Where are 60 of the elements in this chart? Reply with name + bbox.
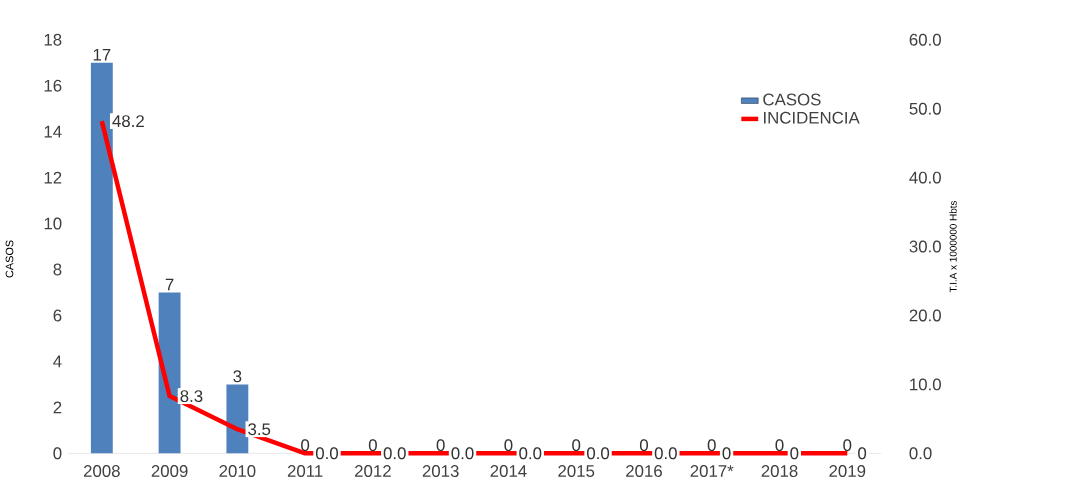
y-tick-label: 2 <box>53 401 62 414</box>
bar <box>90 62 113 454</box>
x-tick-label: 2010 <box>219 465 256 477</box>
y-tick-label: 4 <box>53 355 62 368</box>
data-label: 0.0 <box>654 447 677 460</box>
data-label: 0 <box>639 439 648 452</box>
y2-tick-label: 40.0 <box>909 171 941 184</box>
data-label: 0 <box>775 439 784 452</box>
data-label: 48.2 <box>112 115 144 128</box>
data-label: 0.0 <box>519 447 542 460</box>
data-label: 0.0 <box>451 447 474 460</box>
y2-tick-label: 60.0 <box>909 33 941 46</box>
data-label: 0 <box>572 439 581 452</box>
data-label: 0 <box>301 439 310 452</box>
data-label: 0 <box>858 447 867 460</box>
y-tick-label: 18 <box>44 33 62 46</box>
data-label: 0.0 <box>315 447 339 460</box>
y-tick-label: 14 <box>44 125 62 138</box>
bar <box>158 292 181 454</box>
x-tick-label: 2019 <box>829 465 866 477</box>
y-tick-label: 12 <box>44 171 62 184</box>
y2-axis-title: T.I.A x 1000000 Hbts <box>949 200 957 293</box>
x-tick-label: 2014 <box>490 465 527 477</box>
data-label: 7 <box>165 278 174 291</box>
data-label: 0 <box>843 439 852 452</box>
data-label: 0.0 <box>587 447 610 460</box>
y-tick-label: 6 <box>53 309 62 322</box>
y-tick-label: 10 <box>44 217 62 230</box>
data-label: 0.0 <box>383 447 406 460</box>
data-label: 0 <box>504 439 513 452</box>
x-tick-label: 2013 <box>422 465 459 477</box>
data-label: 0 <box>436 439 445 452</box>
y2-tick-label: 10.0 <box>910 378 941 391</box>
x-tick-label: 2012 <box>355 465 391 477</box>
y2-tick-label: 50.0 <box>909 102 941 115</box>
y2-tick-label: 20.0 <box>909 309 941 322</box>
y2-tick-label: 30.0 <box>909 240 941 253</box>
x-tick-label: 2018 <box>761 465 798 477</box>
data-label: 0 <box>722 447 731 460</box>
data-label: 17 <box>93 48 111 61</box>
y-tick-label: 8 <box>53 263 62 276</box>
y-tick-label: 16 <box>44 79 62 92</box>
data-label: 3 <box>233 370 242 383</box>
data-label: 0 <box>368 439 377 452</box>
bar <box>226 384 249 454</box>
legend-label: CASOS <box>763 93 821 106</box>
data-label: 8.3 <box>180 390 203 403</box>
data-label: 0 <box>790 447 799 460</box>
legend-label: INCIDENCIA <box>764 111 860 124</box>
data-label: 3.5 <box>248 423 271 436</box>
y-tick-label: 0 <box>53 447 62 460</box>
x-tick-label: 2008 <box>83 465 120 477</box>
x-tick-label: 2017* <box>690 465 734 477</box>
x-tick-label: 2015 <box>558 465 595 477</box>
x-tick-label: 2011 <box>287 465 323 477</box>
x-tick-label: 2009 <box>151 465 188 477</box>
y2-tick-label: 0.0 <box>909 447 932 460</box>
y-axis-title: CASOS <box>5 240 14 278</box>
data-label: 0 <box>707 439 716 452</box>
x-tick-label: 2016 <box>626 465 662 477</box>
